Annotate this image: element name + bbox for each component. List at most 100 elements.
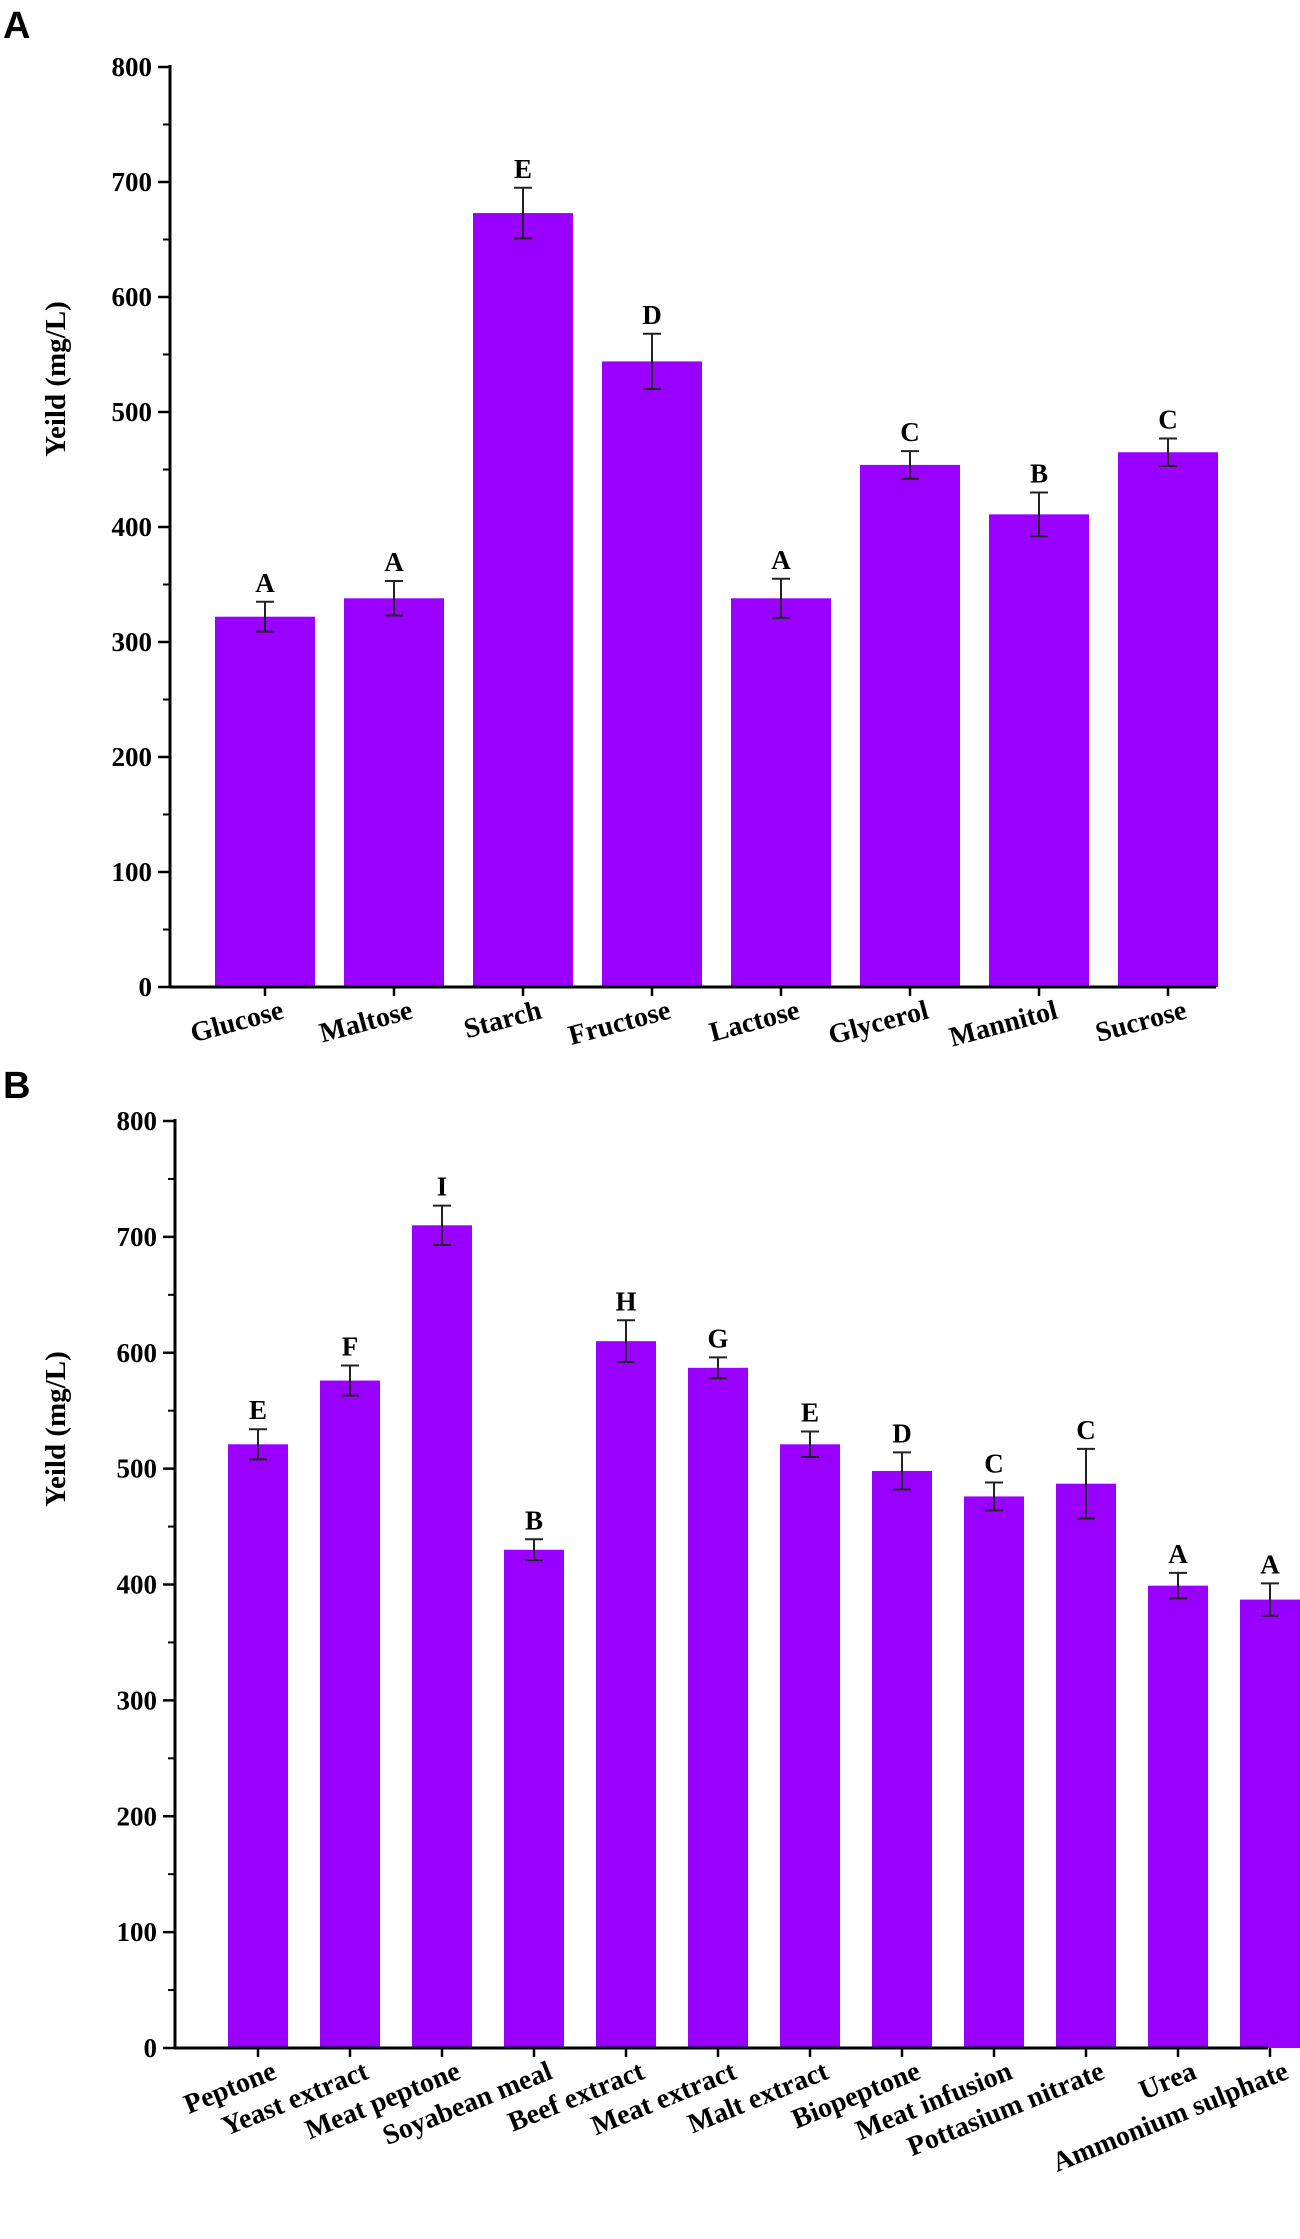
bar-malt-extract <box>780 1444 840 2048</box>
significance-letter-fructose: D <box>642 300 662 330</box>
bar-meat-infusion <box>964 1496 1024 2048</box>
bar-fructose <box>602 361 702 987</box>
panel-b-y-axis-title: Yeild (mg/L) <box>40 1351 72 1506</box>
error-bar-peptone <box>249 1428 267 1461</box>
y-tick-label-400: 400 <box>112 512 153 542</box>
error-bar-meat-extract <box>709 1356 727 1380</box>
error-bar-soyabean-meal <box>525 1538 543 1562</box>
y-tick-label-100: 100 <box>112 857 153 887</box>
y-tick-label-500: 500 <box>112 397 153 427</box>
significance-letter-ammonium-sulphate: A <box>1260 1549 1280 1579</box>
error-bar-fructose <box>643 332 661 390</box>
error-bar-meat-peptone <box>433 1204 451 1246</box>
y-tick-label-0: 0 <box>144 2033 158 2063</box>
error-bar-maltose <box>385 580 403 617</box>
error-bar-pottasium-nitrate <box>1077 1447 1095 1520</box>
bar-pottasium-nitrate <box>1056 1483 1116 2048</box>
bar-mannitol <box>989 514 1089 987</box>
error-bar-yeast-extract <box>341 1364 359 1397</box>
panel-b-y-ticks: 0 100 200 300 400 500 600 700 800 <box>117 1106 175 2063</box>
x-tick-label-glycerol: Glycerol <box>825 995 932 1051</box>
error-bar-lactose <box>772 577 790 619</box>
y-tick-label-200: 200 <box>112 742 153 772</box>
panel-b-error-bars <box>249 1204 1279 1617</box>
panel-b-significance-labels: E F I B H G E D C C A A <box>249 1172 1280 1580</box>
y-tick-label-200: 200 <box>117 1801 158 1831</box>
x-tick-label-maltose: Maltose <box>316 995 416 1049</box>
significance-letter-lactose: A <box>771 545 791 575</box>
significance-letter-maltose: A <box>384 547 404 577</box>
bar-starch <box>473 213 573 988</box>
bar-biopeptone <box>872 1470 932 2048</box>
panel-a-chart: A Yeild (mg/L) A A E D A C B C 0 100 200 300 400 500… <box>3 5 1218 1053</box>
y-tick-label-0: 0 <box>139 972 153 1002</box>
bar-maltose <box>344 598 444 987</box>
x-tick-label-lactose: Lactose <box>706 995 803 1049</box>
significance-letter-peptone: E <box>249 1395 267 1425</box>
significance-letter-starch: E <box>514 154 532 184</box>
y-tick-label-100: 100 <box>117 1917 158 1947</box>
bar-urea <box>1148 1585 1208 2048</box>
error-bar-malt-extract <box>801 1430 819 1459</box>
significance-letter-urea: A <box>1168 1539 1188 1569</box>
significance-letter-malt-extract: E <box>801 1398 819 1428</box>
y-tick-label-600: 600 <box>117 1338 158 1368</box>
y-tick-label-300: 300 <box>112 627 153 657</box>
error-bar-ammonium-sulphate <box>1261 1582 1279 1617</box>
x-tick-label-mannitol: Mannitol <box>946 995 1061 1054</box>
x-tick-label-sucrose: Sucrose <box>1092 995 1190 1049</box>
panel-a-significance-labels: A A E D A C B C <box>255 154 1178 598</box>
bar-beef-extract <box>596 1341 656 2048</box>
significance-letter-glycerol: C <box>900 417 920 447</box>
y-tick-label-800: 800 <box>112 52 153 82</box>
panel-a-y-ticks: 0 100 200 300 400 500 600 700 800 <box>112 52 170 1002</box>
x-tick-label-fructose: Fructose <box>565 995 674 1052</box>
panel-a-bars <box>215 213 1218 988</box>
panel-a-letter: A <box>3 5 30 47</box>
y-tick-label-600: 600 <box>112 282 153 312</box>
bar-peptone <box>228 1444 288 2048</box>
significance-letter-meat-infusion: C <box>984 1449 1004 1479</box>
y-tick-label-400: 400 <box>117 1570 158 1600</box>
error-bar-glycerol <box>901 450 919 480</box>
bar-glycerol <box>860 464 960 987</box>
bar-sucrose <box>1118 452 1218 987</box>
panel-a-x-tick-labels: Glucose Maltose Starch Fructose Lactose Glyce… <box>187 995 1190 1054</box>
error-bar-urea <box>1169 1571 1187 1600</box>
significance-letter-meat-extract: G <box>707 1323 728 1353</box>
y-tick-label-500: 500 <box>117 1454 158 1484</box>
bar-soyabean-meal <box>504 1549 564 2048</box>
bar-glucose <box>215 616 315 987</box>
significance-letter-biopeptone: D <box>892 1418 912 1448</box>
error-bar-meat-infusion <box>985 1481 1003 1512</box>
significance-letter-beef-extract: H <box>615 1286 636 1316</box>
y-tick-label-300: 300 <box>117 1685 158 1715</box>
panel-b-chart: B Yeild (mg/L) E F I B H G E D C C A A 0 100 200 300 40… <box>3 1065 1300 2179</box>
significance-letter-glucose: A <box>255 568 275 598</box>
significance-letter-soyabean-meal: B <box>525 1505 543 1535</box>
significance-letter-mannitol: B <box>1030 459 1048 489</box>
bar-meat-extract <box>688 1367 748 2048</box>
bar-meat-peptone <box>412 1225 472 2048</box>
error-bar-starch <box>514 186 532 240</box>
error-bar-mannitol <box>1030 491 1048 538</box>
error-bar-glucose <box>256 600 274 633</box>
error-bar-biopeptone <box>893 1451 911 1491</box>
error-bar-sucrose <box>1159 437 1177 468</box>
panel-a-y-axis-title: Yeild (mg/L) <box>40 301 72 456</box>
panel-b-letter: B <box>3 1065 30 1107</box>
significance-letter-meat-peptone: I <box>437 1172 448 1202</box>
error-bar-beef-extract <box>617 1319 635 1364</box>
y-tick-label-700: 700 <box>117 1222 158 1252</box>
panel-b-bars <box>228 1225 1300 2048</box>
bar-ammonium-sulphate <box>1240 1599 1300 2048</box>
x-tick-label-starch: Starch <box>461 995 546 1045</box>
y-tick-label-800: 800 <box>117 1106 158 1136</box>
significance-letter-sucrose: C <box>1158 404 1178 434</box>
bar-yeast-extract <box>320 1380 380 2048</box>
bar-lactose <box>731 598 831 987</box>
x-tick-label-glucose: Glucose <box>187 995 287 1050</box>
significance-letter-yeast-extract: F <box>342 1331 359 1361</box>
